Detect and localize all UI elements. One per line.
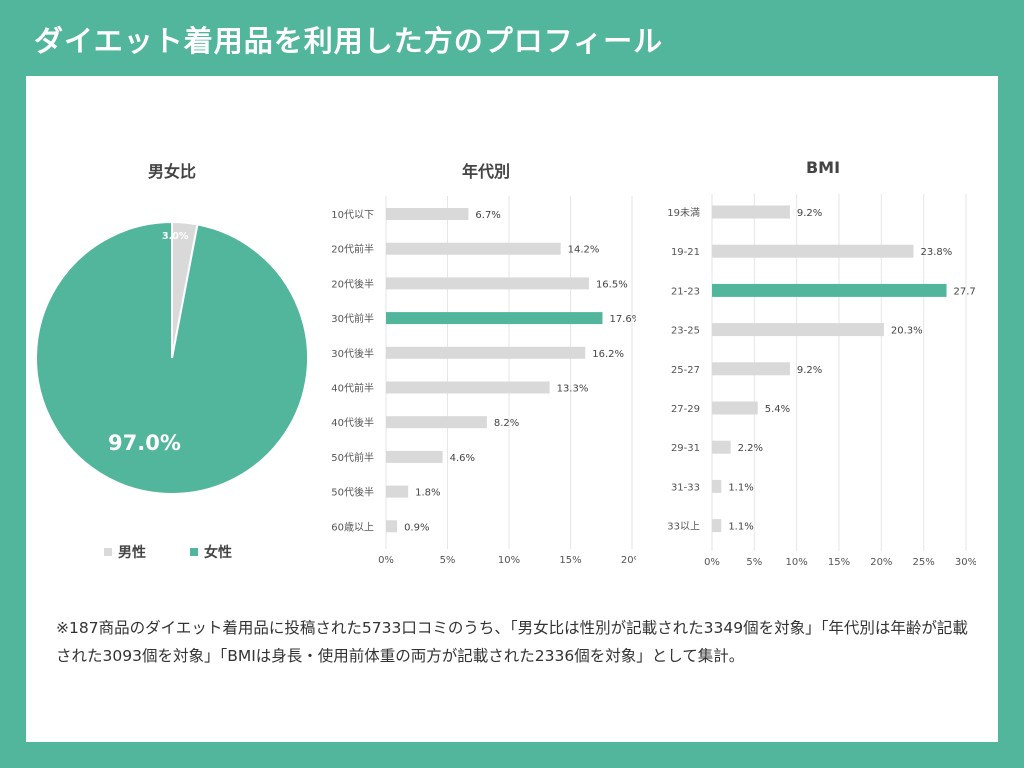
- bar-value-label: 6.7%: [475, 210, 500, 221]
- bar: [386, 416, 487, 429]
- pie-label-male: 3.0%: [162, 231, 189, 242]
- x-tick-label: 30%: [955, 557, 976, 568]
- bar: [712, 362, 790, 376]
- bar-value-label: 17.6%: [609, 314, 636, 325]
- content-panel: 男女比 3.0% 97.0% 男性 女性 年代別 0% 5% 10% 15% 20% 10代…: [26, 76, 998, 742]
- bar-value-label: 1.1%: [728, 522, 753, 533]
- legend-item-male: 男性: [104, 542, 146, 562]
- category-label: 20代後半: [331, 277, 374, 290]
- bar-value-label: 20.3%: [891, 326, 923, 337]
- category-label: 25-27: [671, 365, 700, 376]
- bar-value-label: 23.8%: [921, 247, 953, 258]
- legend-item-female: 女性: [190, 542, 232, 562]
- bar: [386, 450, 443, 463]
- bar: [386, 208, 469, 220]
- legend-swatch-female: [190, 548, 198, 556]
- bar-value-label: 8.2%: [494, 418, 519, 429]
- bar: [386, 242, 561, 255]
- bar-value-label: 16.5%: [596, 279, 628, 290]
- pie-label-female: 97.0%: [108, 431, 181, 455]
- gender-chart-title: 男女比: [147, 162, 196, 181]
- bar-value-label: 16.2%: [592, 349, 624, 360]
- bar: [386, 485, 409, 498]
- legend-label-female: 女性: [204, 545, 232, 561]
- bar: [386, 381, 550, 394]
- category-label: 20代前半: [331, 243, 374, 256]
- bar-value-label: 13.3%: [557, 384, 589, 395]
- bar: [712, 479, 722, 493]
- bar: [712, 283, 947, 297]
- x-tick-label: 20%: [621, 555, 636, 566]
- x-tick-label: 20%: [870, 557, 892, 568]
- bar-value-label: 5.4%: [765, 404, 790, 415]
- category-label: 29-31: [671, 443, 700, 454]
- category-label: 19-21: [671, 247, 700, 258]
- category-label: 50代後半: [331, 486, 374, 499]
- bar-value-label: 27.7%: [954, 286, 976, 297]
- category-label: 60歳以上: [331, 521, 374, 533]
- bar: [386, 312, 603, 325]
- bar-value-label: 9.2%: [797, 208, 822, 219]
- category-label: 33以上: [667, 521, 700, 533]
- category-label: 27-29: [671, 404, 700, 415]
- x-tick-label: 10%: [498, 555, 520, 566]
- bar-value-label: 9.2%: [797, 365, 822, 376]
- footnote: ※187商品のダイエット着用品に投稿された5733口コミのうち、「男女比は性別が…: [56, 619, 968, 665]
- bmi-chart-title: BMI: [805, 158, 841, 177]
- x-tick-label: 10%: [786, 557, 808, 568]
- bar: [386, 277, 589, 290]
- category-label: 23-25: [671, 326, 700, 337]
- pie-slice-female: [35, 220, 309, 495]
- bar-value-label: 14.2%: [568, 245, 600, 256]
- x-tick-label: 25%: [913, 557, 935, 568]
- bar: [712, 401, 758, 415]
- bar-value-label: 0.9%: [404, 522, 429, 533]
- x-tick-label: 5%: [746, 557, 762, 568]
- x-tick-label: 15%: [559, 555, 581, 566]
- category-label: 30代後半: [331, 347, 374, 360]
- x-tick-label: 0%: [704, 557, 720, 568]
- age-bar-chart: 0% 5% 10% 15% 20% 10代以下 6.7% 20代前半 14.2% 20代後半 16.…: [331, 196, 636, 566]
- category-label: 40代後半: [331, 416, 374, 429]
- bar-value-label: 4.6%: [450, 453, 475, 464]
- bar-value-label: 1.1%: [728, 482, 753, 493]
- legend-swatch-male: [104, 548, 112, 556]
- bar: [712, 205, 790, 219]
- age-chart-title: 年代別: [461, 162, 510, 181]
- category-label: 40代前半: [331, 382, 374, 395]
- category-label: 30代前半: [331, 312, 374, 325]
- gender-legend: 男性 女性: [104, 542, 232, 562]
- bar: [386, 520, 398, 533]
- x-tick-label: 0%: [378, 555, 394, 566]
- bar: [712, 244, 914, 258]
- bar: [712, 440, 731, 454]
- bar-value-label: 1.8%: [415, 488, 440, 499]
- gender-pie-chart: 3.0% 97.0%: [35, 220, 309, 495]
- category-label: 10代以下: [331, 209, 374, 221]
- bar: [386, 346, 586, 359]
- legend-label-male: 男性: [118, 545, 146, 561]
- bmi-bar-chart: 0% 5% 10% 15% 20% 25% 30% 19未満 9.2% 19-21 23.8% 21-…: [667, 194, 976, 568]
- x-tick-label: 5%: [440, 555, 456, 566]
- bar-value-label: 2.2%: [738, 443, 763, 454]
- category-label: 50代前半: [331, 451, 374, 464]
- bar: [712, 519, 722, 533]
- category-label: 31-33: [671, 482, 700, 493]
- x-tick-label: 15%: [828, 557, 850, 568]
- category-label: 19未満: [667, 207, 700, 219]
- category-label: 21-23: [671, 286, 700, 297]
- bar: [712, 323, 884, 337]
- page-title: ダイエット着用品を利用した方のプロフィール: [34, 24, 664, 58]
